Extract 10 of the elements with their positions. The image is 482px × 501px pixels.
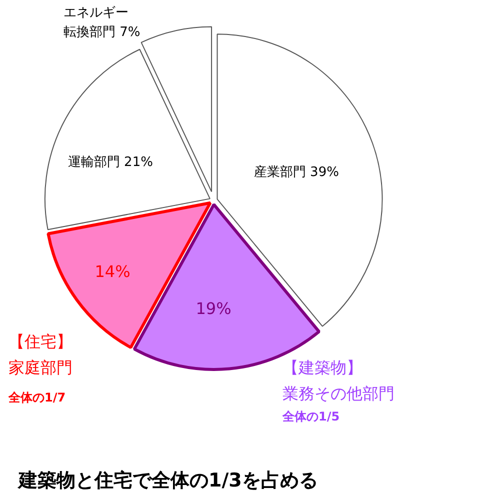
slice-label: 産業部門 39% [254,164,339,180]
slice-label: 運輸部門 21% [68,155,153,170]
slice-label: 【住宅】家庭部門 [8,332,72,377]
text: 全体の1/5 [282,410,340,424]
data-label: 14% [94,262,130,281]
text: 全体の1/7 [8,390,66,404]
text: 建築物と住宅で全体の1/3を占める [16,470,318,492]
data-label: 19% [196,299,232,318]
slice-label: 【建築物】業務その他部門 [282,358,394,403]
slice-label: エネルギー転換部門 7% [64,5,140,40]
